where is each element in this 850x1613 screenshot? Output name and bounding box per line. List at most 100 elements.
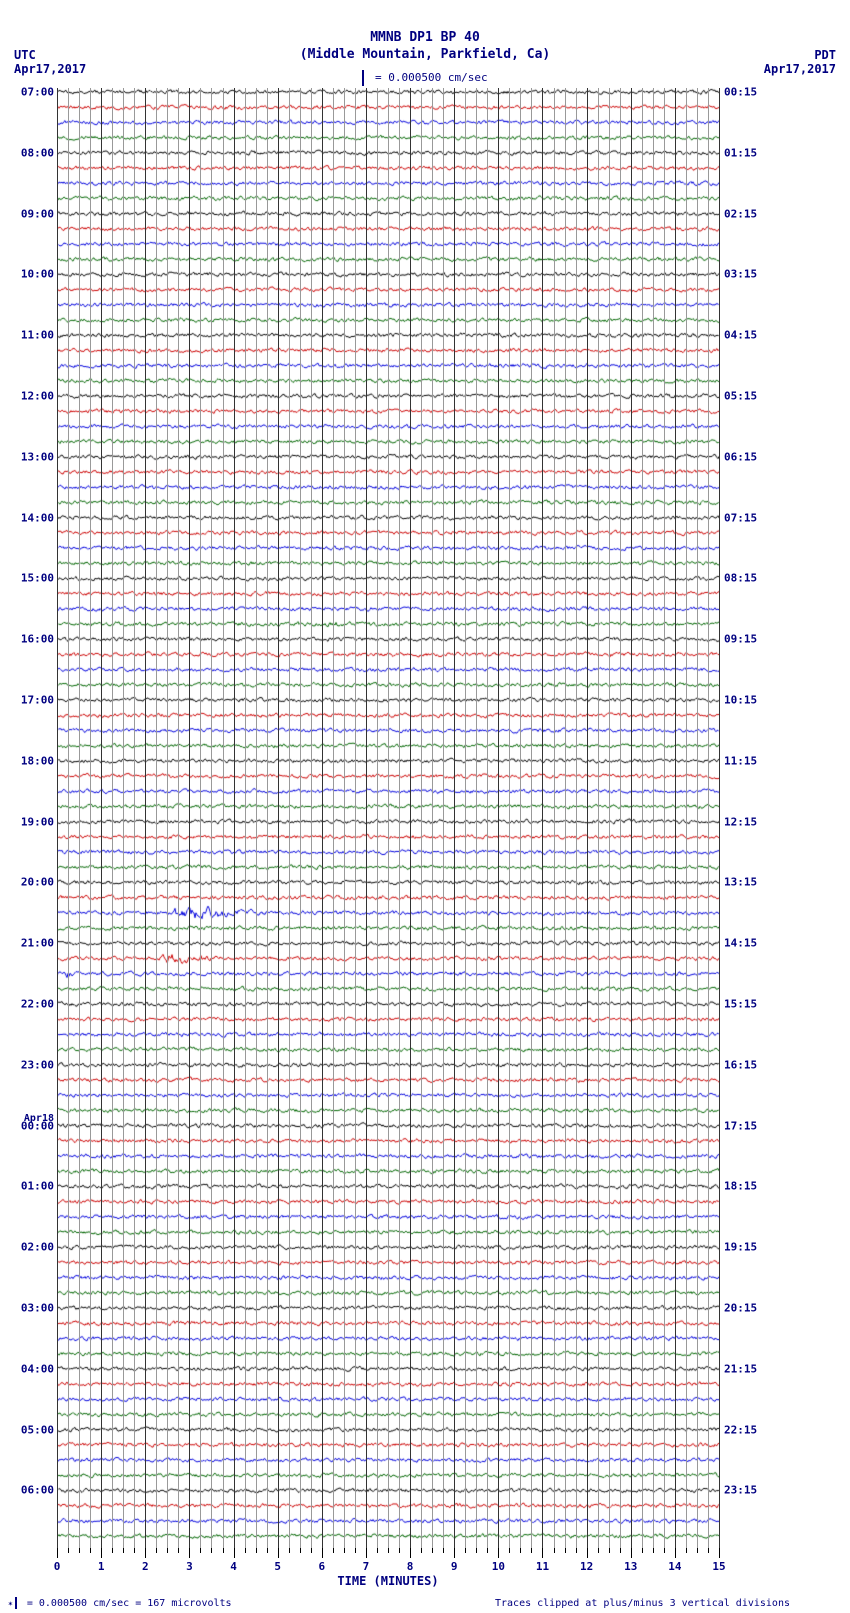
utc-time-label: 01:00 [21, 1180, 57, 1193]
x-tick-minor [598, 1548, 599, 1553]
grid-line [388, 88, 389, 1548]
x-tick-minor [289, 1548, 290, 1553]
grid-line [289, 88, 290, 1548]
utc-time-label: 03:00 [21, 1302, 57, 1315]
left-tz-label: UTC [14, 48, 86, 62]
x-tick-label: 8 [407, 1560, 414, 1573]
x-tick-minor [465, 1548, 466, 1553]
grid-line [642, 88, 643, 1548]
grid-line [587, 88, 588, 1548]
grid-line [223, 88, 224, 1548]
grid-line [432, 88, 433, 1548]
pdt-time-label: 23:15 [721, 1484, 757, 1497]
x-tick-minor [90, 1548, 91, 1553]
grid-line [322, 88, 323, 1548]
x-tick [675, 1548, 676, 1558]
x-tick-minor [487, 1548, 488, 1553]
utc-time-label: 22:00 [21, 998, 57, 1011]
x-tick-minor [211, 1548, 212, 1553]
grid-line [278, 88, 279, 1548]
x-tick-minor [311, 1548, 312, 1553]
grid-line [443, 88, 444, 1548]
x-tick-label: 2 [142, 1560, 149, 1573]
utc-time-label: 12:00 [21, 390, 57, 403]
pdt-time-label: 14:15 [721, 937, 757, 950]
grid-line [697, 88, 698, 1548]
x-tick-minor [134, 1548, 135, 1553]
right-tz-label: PDT [764, 48, 836, 62]
x-tick [542, 1548, 543, 1558]
grid-line [68, 88, 69, 1548]
x-tick-minor [554, 1548, 555, 1553]
x-tick-minor [609, 1548, 610, 1553]
grid-line [498, 88, 499, 1548]
x-tick-minor [333, 1548, 334, 1553]
x-axis: TIME (MINUTES) 0123456789101112131415 [57, 1548, 719, 1588]
grid-line [609, 88, 610, 1548]
utc-time-label: 17:00 [21, 694, 57, 707]
utc-time-label: 15:00 [21, 572, 57, 585]
pdt-time-label: 20:15 [721, 1302, 757, 1315]
grid-line [245, 88, 246, 1548]
x-tick-minor [520, 1548, 521, 1553]
pdt-time-label: 07:15 [721, 511, 757, 524]
grid-line [410, 88, 411, 1548]
utc-time-label: 20:00 [21, 876, 57, 889]
x-tick [498, 1548, 499, 1558]
x-tick-minor [68, 1548, 69, 1553]
x-tick-label: 0 [54, 1560, 61, 1573]
x-tick-label: 10 [492, 1560, 505, 1573]
x-tick [366, 1548, 367, 1558]
grid-line [267, 88, 268, 1548]
x-tick [631, 1548, 632, 1558]
utc-time-label: 18:00 [21, 754, 57, 767]
x-tick-minor [576, 1548, 577, 1553]
x-tick [189, 1548, 190, 1558]
utc-time-label: 13:00 [21, 450, 57, 463]
x-tick-label: 6 [318, 1560, 325, 1573]
x-tick-minor [200, 1548, 201, 1553]
utc-time-label: 02:00 [21, 1241, 57, 1254]
scale-value: = 0.000500 cm/sec [368, 71, 487, 84]
x-tick-label: 1 [98, 1560, 105, 1573]
grid-line [234, 88, 235, 1548]
utc-time-label: 09:00 [21, 207, 57, 220]
x-tick-minor [697, 1548, 698, 1553]
x-tick-label: 3 [186, 1560, 193, 1573]
grid-line [145, 88, 146, 1548]
station-location: (Middle Mountain, Parkfield, Ca) [0, 47, 850, 64]
grid-line [178, 88, 179, 1548]
utc-time-label: 11:00 [21, 329, 57, 342]
x-tick-label: 11 [536, 1560, 549, 1573]
utc-time-label: 14:00 [21, 511, 57, 524]
pdt-time-label: 12:15 [721, 815, 757, 828]
x-tick-minor [642, 1548, 643, 1553]
pdt-time-label: 18:15 [721, 1180, 757, 1193]
x-tick [454, 1548, 455, 1558]
pdt-time-label: 04:15 [721, 329, 757, 342]
grid-line [664, 88, 665, 1548]
pdt-time-label: 13:15 [721, 876, 757, 889]
grid-line [708, 88, 709, 1548]
x-tick [101, 1548, 102, 1558]
pdt-time-label: 08:15 [721, 572, 757, 585]
x-tick [587, 1548, 588, 1558]
utc-time-label: 07:00 [21, 86, 57, 99]
grid-line [256, 88, 257, 1548]
x-tick-label: 12 [580, 1560, 593, 1573]
x-tick-minor [79, 1548, 80, 1553]
x-tick-label: 4 [230, 1560, 237, 1573]
x-tick-minor [245, 1548, 246, 1553]
x-tick-minor [223, 1548, 224, 1553]
utc-time-label: 23:00 [21, 1058, 57, 1071]
utc-time-label: 00:00 [21, 1119, 57, 1132]
grid-line [366, 88, 367, 1548]
grid-line [653, 88, 654, 1548]
x-tick-minor [399, 1548, 400, 1553]
grid-line [719, 88, 720, 1548]
grid-line [542, 88, 543, 1548]
grid-line [454, 88, 455, 1548]
x-tick-minor [300, 1548, 301, 1553]
utc-time-label: 06:00 [21, 1484, 57, 1497]
grid-line [79, 88, 80, 1548]
